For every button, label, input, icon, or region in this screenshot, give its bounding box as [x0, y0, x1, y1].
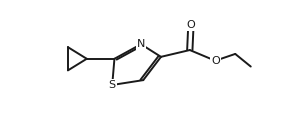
Text: S: S [109, 80, 116, 90]
Text: O: O [186, 20, 195, 30]
Text: O: O [211, 56, 220, 66]
Text: N: N [137, 39, 145, 49]
